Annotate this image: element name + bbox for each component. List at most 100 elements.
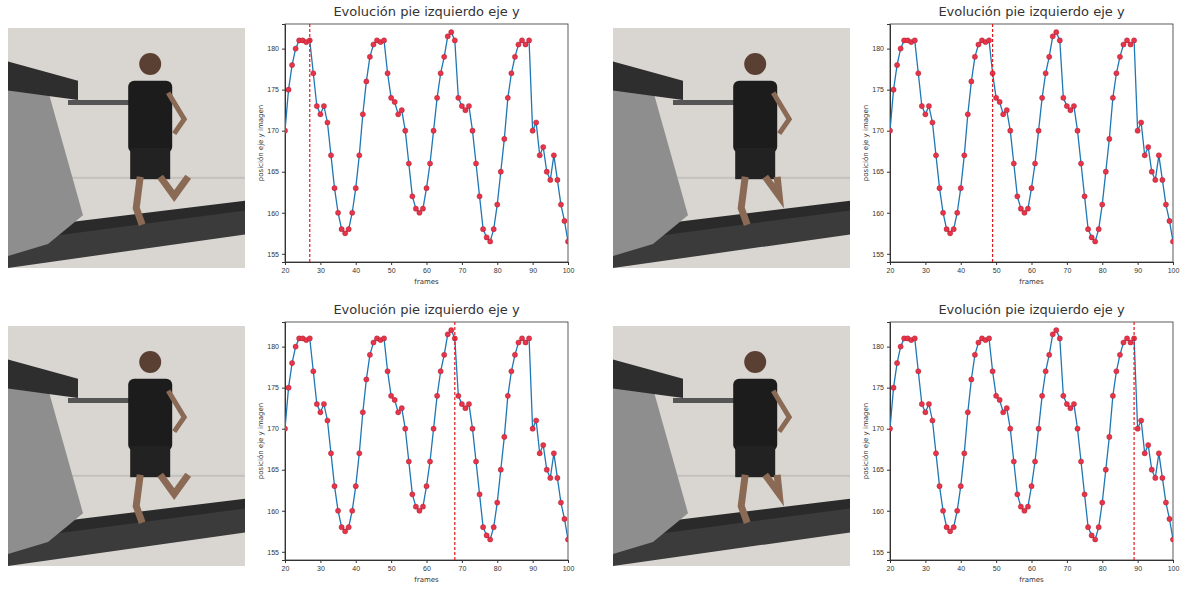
data-point	[972, 352, 977, 357]
data-point	[555, 475, 560, 480]
data-point	[417, 508, 422, 513]
tick: 50	[388, 262, 396, 274]
data-point	[948, 231, 953, 236]
runner-shorts	[735, 148, 775, 179]
data-line	[890, 330, 1173, 539]
tick-label: 30	[317, 267, 325, 274]
tick-mark	[887, 429, 890, 430]
data-point	[916, 369, 921, 374]
data-point	[427, 459, 432, 464]
tick-label: 165	[872, 466, 884, 473]
data-point	[548, 475, 553, 480]
data-point	[403, 128, 408, 133]
data-point	[1036, 426, 1041, 431]
data-point	[562, 516, 567, 521]
tick-mark	[282, 213, 285, 214]
tick-label: 165	[267, 168, 279, 175]
photo-background	[8, 28, 245, 268]
data-point	[431, 426, 436, 431]
data-point	[502, 434, 507, 439]
data-point	[1008, 426, 1013, 431]
data-point	[1135, 128, 1140, 133]
data-point	[1004, 406, 1009, 411]
tick-mark	[356, 560, 357, 563]
y-axis-title: posición eje y imagen	[257, 105, 265, 181]
data-point	[488, 239, 493, 244]
data-point	[452, 38, 457, 43]
data-point	[951, 227, 956, 232]
data-point	[311, 369, 316, 374]
data-point	[332, 186, 337, 191]
tick: 170	[267, 425, 285, 432]
data-point	[1047, 352, 1052, 357]
data-point	[420, 206, 425, 211]
tick-mark	[996, 262, 997, 265]
data-point	[328, 451, 333, 456]
tick-mark	[1102, 262, 1103, 265]
y-axis: 155160165170175180	[267, 25, 285, 263]
data-point	[1096, 525, 1101, 530]
tick-label: 160	[872, 209, 884, 216]
data-point	[289, 62, 294, 67]
tick: 165	[267, 168, 285, 175]
data-point	[1153, 177, 1158, 182]
tick: 70	[458, 560, 466, 572]
tick-mark	[925, 560, 926, 563]
data-point	[1103, 169, 1108, 174]
tick-mark	[887, 254, 890, 255]
tick-mark	[887, 49, 890, 50]
data-point	[526, 336, 531, 341]
tick-label: 60	[1028, 565, 1036, 572]
tick: 80	[494, 262, 502, 274]
tick-label: 160	[872, 507, 884, 514]
data-point	[343, 529, 348, 534]
data-point	[519, 336, 524, 341]
data-point	[293, 344, 298, 349]
data-line	[890, 32, 1173, 241]
data-point	[1096, 227, 1101, 232]
data-point	[994, 95, 999, 100]
data-point	[481, 525, 486, 530]
data-point	[339, 525, 344, 530]
tick-mark	[282, 429, 285, 430]
tick-label: 180	[267, 45, 279, 52]
tick-label: 155	[872, 251, 884, 258]
data-point	[1146, 443, 1151, 448]
data-point	[1100, 500, 1105, 505]
data-point	[997, 99, 1002, 104]
tick-label: 40	[352, 565, 360, 572]
data-point	[459, 103, 464, 108]
tick: 175	[267, 384, 285, 391]
panel: 2030405060708090100155160165170175180Evo…	[613, 302, 1179, 584]
data-point	[1110, 393, 1115, 398]
data-point	[360, 112, 365, 117]
tick-mark	[320, 262, 321, 265]
tick: 20	[887, 262, 895, 274]
chart-title: Evolución pie izquierdo eje y	[938, 302, 1125, 317]
data-point	[894, 62, 899, 67]
tick-label: 60	[423, 267, 431, 274]
tick-label: 90	[1134, 267, 1142, 274]
data-point	[1032, 161, 1037, 166]
data-point	[353, 484, 358, 489]
tick-mark	[1067, 262, 1068, 265]
data-point	[1117, 352, 1122, 357]
data-point	[1018, 206, 1023, 211]
tick: 175	[872, 384, 890, 391]
data-point	[958, 186, 963, 191]
tick: 90	[529, 560, 537, 572]
data-point	[1103, 467, 1108, 472]
data-point	[523, 340, 528, 345]
data-point	[1047, 54, 1052, 59]
tick-label: 170	[872, 425, 884, 432]
data-point	[565, 239, 568, 244]
data-point	[1114, 71, 1119, 76]
data-point	[891, 385, 896, 390]
data-point	[420, 504, 425, 509]
data-point	[530, 426, 535, 431]
tick: 40	[957, 560, 965, 572]
x-axis: 2030405060708090100	[887, 560, 1180, 572]
current-frame-line	[309, 24, 310, 262]
data-point	[1015, 194, 1020, 199]
plot-marks	[890, 322, 1173, 560]
